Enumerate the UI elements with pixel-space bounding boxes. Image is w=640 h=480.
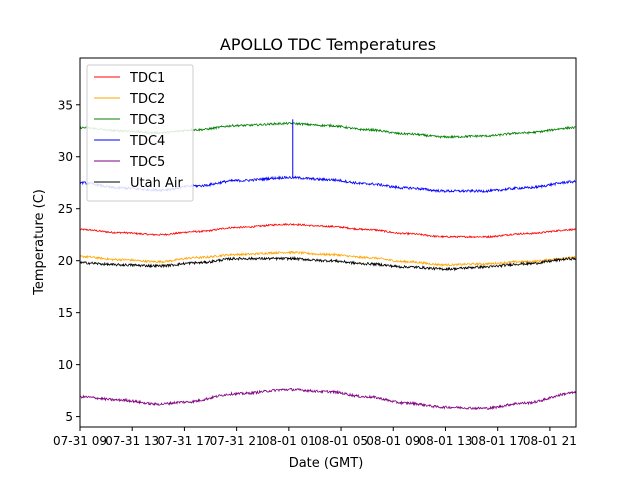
x-tick-label: 07-31 21 [210,434,264,448]
x-tick-label: 08-01 01 [262,434,316,448]
x-tick-label: 07-31 13 [105,434,159,448]
series-line-tdc5 [80,387,576,411]
y-tick-label: 5 [65,410,73,424]
axes-frame [79,57,577,428]
x-axis-label: Date (GMT) [289,456,364,471]
series-line-tdc1 [80,222,576,239]
legend-label: TDC4 [129,134,165,149]
x-tick-label: 08-01 09 [366,434,420,448]
series-lines [80,119,576,411]
chart-title: APOLLO TDC Temperatures [220,35,436,54]
series-line-utah-air [80,255,576,272]
x-tick-label: 07-31 09 [53,434,107,448]
y-tick-label: 15 [58,306,73,320]
legend-box [86,64,194,202]
y-tick-label: 30 [58,150,73,164]
y-axis-label: Temperature (C) [32,189,47,296]
y-tick-label: 25 [58,202,73,216]
x-tick-label: 07-31 17 [157,434,211,448]
x-tick-label: 08-01 21 [523,434,577,448]
y-tick-label: 35 [58,98,73,112]
legend-label: TDC5 [129,155,165,170]
x-tick-label: 08-01 17 [471,434,525,448]
legend-label: TDC1 [129,71,165,86]
legend-label: TDC3 [129,113,165,128]
y-tick-label: 10 [58,358,73,372]
legend-label: Utah Air [130,176,183,191]
y-tick-label: 20 [58,254,73,268]
x-tick-label: 08-01 13 [418,434,472,448]
legend: TDC1 TDC2 TDC3 TDC4 TDC5 Utah Air [86,64,194,202]
x-tick-label: 08-01 05 [314,434,368,448]
legend-label: TDC2 [129,92,165,107]
series-line-tdc2 [80,250,576,267]
